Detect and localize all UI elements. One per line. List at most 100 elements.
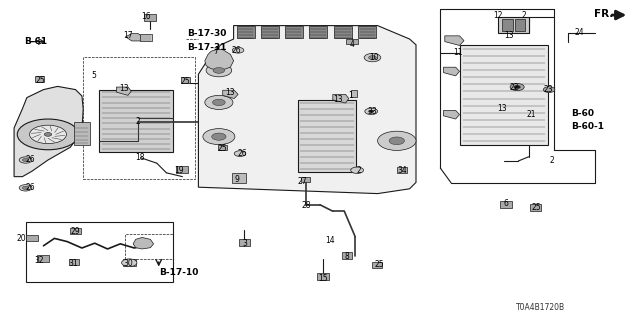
- Text: 8: 8: [344, 252, 349, 261]
- Text: 13: 13: [504, 31, 514, 40]
- Circle shape: [203, 129, 235, 145]
- Text: 25: 25: [218, 144, 228, 153]
- Text: 14: 14: [324, 236, 335, 245]
- Circle shape: [234, 151, 246, 156]
- Text: 23: 23: [543, 85, 553, 94]
- Text: 21: 21: [527, 110, 536, 119]
- Text: 26: 26: [232, 46, 242, 55]
- Polygon shape: [116, 87, 131, 95]
- Polygon shape: [198, 26, 416, 194]
- Text: 25: 25: [35, 76, 45, 85]
- Bar: [239, 239, 250, 246]
- Bar: [498, 17, 529, 33]
- Text: 16: 16: [141, 12, 151, 21]
- Bar: [144, 14, 156, 21]
- Text: 2: 2: [356, 166, 361, 175]
- Polygon shape: [333, 94, 349, 103]
- Bar: [500, 201, 512, 208]
- Text: B-61: B-61: [24, 37, 47, 46]
- Circle shape: [22, 186, 29, 189]
- Text: 18: 18: [135, 153, 144, 162]
- Bar: [70, 228, 81, 234]
- Text: 26: 26: [237, 149, 247, 158]
- Circle shape: [232, 47, 244, 53]
- Bar: [35, 76, 44, 82]
- Text: 4: 4: [349, 40, 355, 49]
- Circle shape: [205, 95, 233, 109]
- Bar: [26, 222, 173, 282]
- Text: 20: 20: [17, 234, 27, 243]
- Bar: [334, 26, 352, 38]
- Text: 32: 32: [35, 256, 45, 265]
- Bar: [460, 45, 548, 145]
- Bar: [342, 252, 352, 259]
- Text: 7: 7: [213, 47, 218, 56]
- Text: B-17-10: B-17-10: [159, 268, 198, 277]
- Polygon shape: [223, 90, 238, 99]
- Text: 15: 15: [317, 274, 328, 283]
- Bar: [83, 57, 195, 179]
- Text: 34: 34: [397, 166, 407, 175]
- Circle shape: [389, 137, 404, 145]
- Text: 12: 12: [493, 11, 502, 20]
- Circle shape: [543, 87, 555, 92]
- Text: 22: 22: [509, 83, 518, 92]
- Circle shape: [22, 158, 29, 162]
- Polygon shape: [444, 67, 460, 76]
- Bar: [515, 19, 525, 31]
- Bar: [346, 39, 358, 44]
- Text: 5: 5: [92, 71, 97, 80]
- Text: 6: 6: [503, 199, 508, 208]
- Text: 2: 2: [135, 117, 140, 126]
- Bar: [74, 122, 90, 145]
- Bar: [176, 166, 188, 173]
- Circle shape: [213, 68, 225, 73]
- Circle shape: [364, 53, 381, 62]
- Text: 19: 19: [174, 166, 184, 175]
- Bar: [99, 90, 173, 152]
- Circle shape: [351, 167, 364, 173]
- Bar: [261, 26, 279, 38]
- Text: 26: 26: [26, 183, 36, 192]
- Text: FR.: FR.: [594, 9, 613, 20]
- Bar: [298, 100, 356, 172]
- Bar: [37, 255, 49, 262]
- Text: 17: 17: [123, 31, 133, 40]
- Text: 13: 13: [333, 95, 343, 104]
- Text: 26: 26: [26, 156, 36, 164]
- Bar: [125, 234, 173, 259]
- Bar: [301, 177, 310, 182]
- Polygon shape: [14, 86, 83, 177]
- Circle shape: [206, 64, 232, 77]
- Circle shape: [369, 110, 374, 113]
- Circle shape: [29, 125, 67, 144]
- Circle shape: [212, 99, 225, 106]
- Text: B-60-1: B-60-1: [572, 122, 605, 131]
- Bar: [69, 259, 79, 265]
- Text: 10: 10: [369, 53, 380, 62]
- Circle shape: [212, 133, 226, 140]
- Text: 30: 30: [123, 260, 133, 268]
- Bar: [285, 26, 303, 38]
- Text: 31: 31: [68, 260, 79, 268]
- Polygon shape: [351, 90, 357, 97]
- Circle shape: [369, 56, 376, 60]
- Text: 13: 13: [225, 88, 236, 97]
- Polygon shape: [205, 50, 234, 70]
- Text: 25: 25: [180, 77, 191, 86]
- Bar: [232, 173, 246, 183]
- Bar: [309, 26, 327, 38]
- Polygon shape: [125, 34, 143, 41]
- Text: B-17-30: B-17-30: [187, 29, 227, 38]
- Text: 33: 33: [367, 107, 378, 116]
- Bar: [26, 235, 38, 241]
- Text: 2: 2: [549, 156, 554, 165]
- Circle shape: [19, 185, 32, 191]
- Text: 9: 9: [234, 175, 239, 184]
- Text: 2: 2: [521, 11, 526, 20]
- Text: 25: 25: [374, 260, 384, 269]
- Text: 24: 24: [574, 28, 584, 37]
- Text: 28: 28: [301, 201, 310, 210]
- Bar: [397, 167, 407, 173]
- Text: B-60: B-60: [572, 109, 595, 118]
